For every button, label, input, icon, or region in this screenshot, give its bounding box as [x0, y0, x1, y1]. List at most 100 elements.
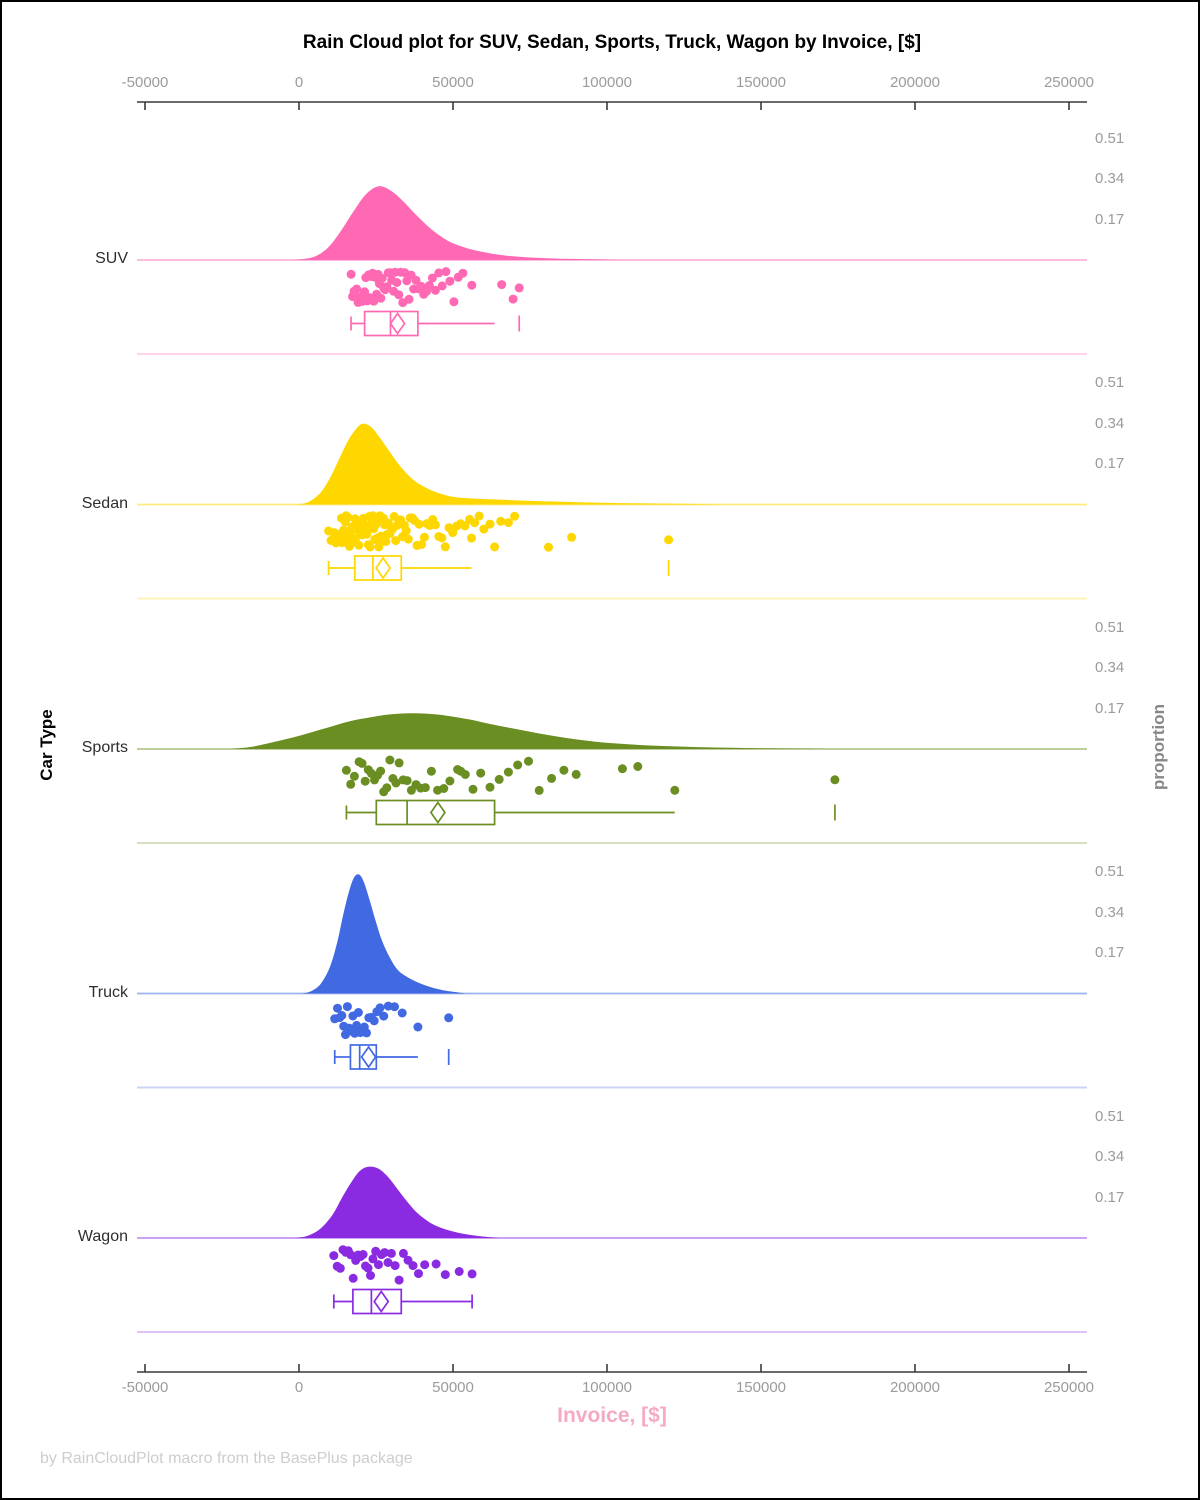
- data-point-suv: [449, 297, 459, 307]
- density-curve-sedan: [295, 423, 724, 505]
- data-point-sedan: [440, 542, 450, 552]
- chart-title: Rain Cloud plot for SUV, Sedan, Sports, …: [302, 32, 922, 53]
- data-point-wagon: [380, 1248, 390, 1258]
- data-point-sports: [346, 779, 356, 789]
- category-label-sedan: Sedan: [81, 494, 128, 512]
- data-point-sports: [460, 770, 470, 779]
- data-point-suv: [404, 294, 414, 304]
- data-point-sedan: [496, 516, 506, 526]
- data-point-sports: [476, 768, 486, 778]
- data-point-wagon: [358, 1250, 368, 1259]
- bottom-axis-tick-label: 100000: [581, 1379, 633, 1396]
- data-point-wagon: [394, 1275, 404, 1285]
- data-point-sports: [439, 784, 449, 793]
- y-axis-title-car-type: Car Type: [37, 709, 56, 781]
- data-point-truck: [342, 1002, 352, 1012]
- scatter-points-truck: [330, 1001, 454, 1040]
- box-plot-sedan: [327, 555, 670, 581]
- category-label-wagon: Wagon: [77, 1228, 128, 1245]
- bottom-axis-tick-label: 0: [294, 1379, 304, 1396]
- data-point-suv: [458, 268, 468, 278]
- data-point-wagon: [467, 1269, 477, 1279]
- data-point-suv: [360, 287, 370, 297]
- data-point-sedan: [460, 521, 470, 531]
- data-point-sports: [830, 775, 840, 785]
- data-point-sedan: [381, 537, 391, 546]
- data-point-wagon: [390, 1261, 400, 1271]
- data-point-wagon: [398, 1248, 408, 1258]
- data-point-sedan: [485, 519, 495, 529]
- data-point-suv: [392, 278, 402, 287]
- data-point-sports: [385, 755, 395, 765]
- data-point-sports: [420, 783, 430, 793]
- mean-diamond-suv: [389, 312, 406, 335]
- proportion-tick-label: 0.17: [1095, 944, 1125, 962]
- x-axis-title-invoice: Invoice, [$]: [557, 1404, 667, 1427]
- data-point-sports: [513, 760, 523, 770]
- data-point-truck: [413, 1022, 423, 1032]
- data-point-sports: [376, 766, 386, 776]
- proportion-tick-label: 0.34: [1095, 414, 1125, 432]
- box-iqr-wagon: [352, 1288, 403, 1315]
- top-axis-tick-label: 250000: [1043, 74, 1095, 91]
- data-point-truck: [362, 1028, 371, 1038]
- data-point-wagon: [431, 1259, 441, 1269]
- data-point-sedan: [365, 542, 375, 552]
- top-axis-tick-label: 200000: [889, 74, 941, 91]
- box-iqr-sedan: [353, 555, 403, 581]
- data-point-wagon: [383, 1258, 393, 1267]
- data-point-suv: [424, 281, 434, 290]
- data-point-sports: [503, 767, 513, 777]
- data-point-sedan: [470, 518, 480, 528]
- top-axis-tick-label: 50000: [432, 74, 474, 91]
- data-point-sedan: [350, 514, 360, 524]
- data-point-wagon: [440, 1270, 450, 1280]
- proportion-tick-label: 0.34: [1095, 1148, 1125, 1166]
- data-point-sedan: [510, 511, 520, 521]
- data-point-sports: [571, 769, 581, 779]
- data-point-sports: [341, 765, 351, 775]
- data-point-sedan: [419, 532, 429, 542]
- box-plot-wagon: [332, 1288, 473, 1315]
- data-point-sedan: [448, 528, 458, 538]
- scatter-points-sedan: [324, 511, 674, 552]
- proportion-tick-label: 0.17: [1095, 1188, 1125, 1206]
- mean-diamond-sedan: [375, 556, 392, 580]
- data-point-sedan: [343, 512, 353, 522]
- data-point-sedan: [467, 533, 476, 543]
- data-point-suv: [437, 281, 447, 291]
- data-point-sports: [382, 783, 392, 793]
- box-plot-sports: [345, 799, 836, 826]
- data-point-sports: [534, 785, 544, 795]
- data-point-wagon: [335, 1263, 345, 1273]
- top-axis-tick-label: -50000: [121, 74, 169, 91]
- data-point-suv: [434, 268, 444, 278]
- density-curve-wagon: [295, 1166, 500, 1238]
- data-point-sports: [349, 771, 359, 781]
- scatter-points-sports: [341, 755, 840, 797]
- data-point-sports: [468, 784, 478, 794]
- data-point-suv: [441, 267, 451, 277]
- data-point-suv: [376, 293, 386, 303]
- mean-diamond-wagon: [373, 1290, 390, 1313]
- data-point-truck: [444, 1013, 454, 1023]
- data-point-wagon: [329, 1251, 339, 1261]
- category-label-truck: Truck: [88, 983, 128, 1001]
- data-point-sports: [402, 776, 412, 786]
- data-point-wagon: [408, 1261, 418, 1271]
- top-axis-tick-label: 150000: [735, 74, 787, 91]
- mean-diamond-truck: [360, 1045, 377, 1069]
- data-point-suv: [497, 280, 507, 290]
- data-point-wagon: [420, 1260, 430, 1270]
- data-point-sedan: [430, 520, 440, 530]
- proportion-tick-label: 0.17: [1095, 699, 1125, 717]
- data-point-truck: [375, 1003, 385, 1013]
- data-point-suv: [467, 280, 477, 290]
- top-axis-tick-label: 100000: [581, 74, 633, 91]
- bottom-axis-tick-label: 200000: [889, 1379, 941, 1396]
- data-point-sports: [391, 778, 401, 788]
- data-point-sports: [485, 782, 495, 792]
- data-point-sedan: [479, 524, 489, 534]
